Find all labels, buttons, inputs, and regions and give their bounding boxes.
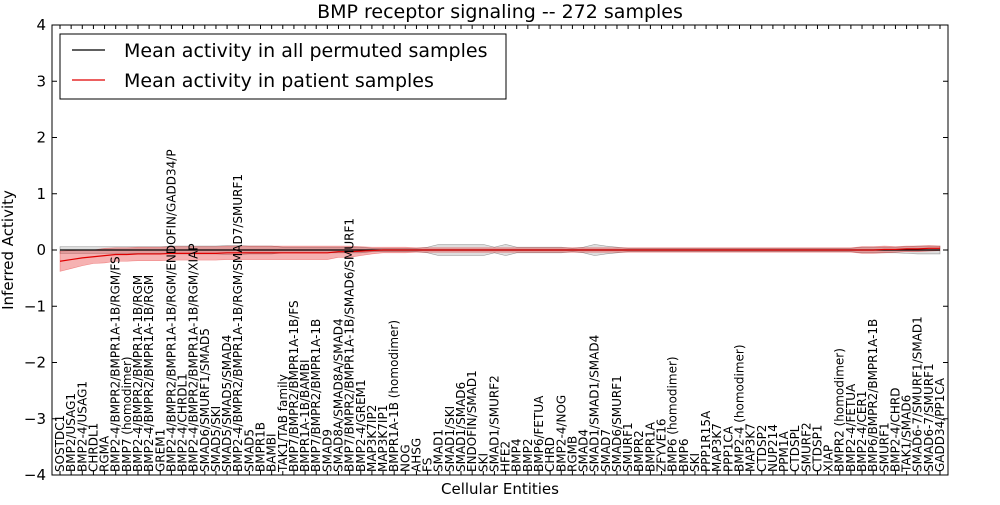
x-tick-label: PPM1A — [777, 431, 791, 472]
x-tick-label: BMP2-4/BMPR2/BMPR1A-1B/RGM/FS — [109, 256, 123, 472]
x-tick-label: BMP2-4/CHRD — [888, 388, 902, 472]
x-tick-label: BAMBI — [265, 433, 279, 472]
y-tick-label: 0 — [36, 241, 46, 259]
x-tick-label: MAP3K7 — [744, 423, 758, 472]
y-tick-label: −3 — [24, 410, 46, 428]
x-tick-label: NOG — [398, 444, 412, 472]
x-tick-label: BMP6 — [677, 439, 691, 472]
x-tick-label: BMP2-4/BMPR2/BMPR1A-1B/RGM — [142, 275, 156, 472]
x-tick-label: BMP2-4/BMPR2/BMPR1A-1B/RGM/XIAP — [187, 243, 201, 472]
x-tick-label: BMP4 — [510, 439, 524, 472]
x-tick-label: SMAD1 — [432, 429, 446, 472]
x-tick-label: BMPR1A-1B/BAMBI — [298, 359, 312, 472]
x-tick-label: XIAP — [822, 445, 836, 472]
x-tick-label: BMP6/FETUA — [532, 395, 546, 472]
x-tick-label: BMP2-4/NOG — [554, 395, 568, 472]
x-tick-label: SMURF1 — [621, 422, 635, 472]
x-tick-label: CTDSP2 — [755, 425, 769, 472]
x-tick-label: HFE2 — [499, 441, 513, 472]
x-tick-label: NUP214 — [766, 424, 780, 472]
x-tick-label: PPP1R15A — [699, 410, 713, 472]
x-tick-label: MAP3K7 — [710, 423, 724, 472]
x-tick-label: CTDSPL — [788, 425, 802, 472]
x-tick-label: SMAD1/SKI — [443, 406, 457, 472]
x-tick-label: SMAD9 — [320, 429, 334, 472]
x-tick-label: SKI — [688, 453, 702, 472]
x-tick-label: GREM1 — [153, 429, 167, 472]
x-tick-label: BMP2-4 (homodimer) — [732, 344, 746, 472]
x-tick-label: BMPR1A-1B (homodimer) — [387, 320, 401, 472]
chart-title: BMP receptor signaling -- 272 samples — [317, 1, 683, 23]
y-axis-label: Inferred Activity — [0, 190, 17, 310]
x-tick-label: SMAD1/SMAD6 — [454, 382, 468, 472]
y-tick-label: 3 — [36, 72, 46, 90]
x-tick-label: BMP2-4/BMPR2/BMPR1A-1B/RGM/ENDOFIN/GADD3… — [164, 149, 178, 472]
x-tick-label: RGMA — [98, 435, 112, 472]
series-line-patient — [59, 247, 940, 262]
y-tick-label: −4 — [24, 466, 46, 484]
x-tick-label: CTDSP1 — [810, 425, 824, 472]
x-tick-label: ZFYVE16 — [655, 418, 669, 472]
x-tick-label: SMAD1/SMAD1/SMAD4 — [588, 335, 602, 472]
x-tick-label: BMP7/BMPR2/BMPR1A-1B/SMAD6/SMURF1 — [343, 218, 357, 472]
x-tick-label: SKI — [476, 453, 490, 472]
x-tick-label: TAK1/TAB family — [276, 374, 290, 473]
x-tick-label: SMAD5/SMAD5/SMAD4 — [220, 335, 234, 472]
x-tick-label: SMAD6/SMURF1/SMAD5 — [198, 328, 212, 472]
x-tick-label: BMP2-4/GREM1 — [354, 379, 368, 472]
y-tick-label: 4 — [36, 16, 46, 34]
x-tick-label: BMPR1B — [254, 422, 268, 472]
x-tick-label: FS — [421, 458, 435, 472]
legend: Mean activity in all permuted samples Me… — [59, 33, 507, 100]
x-tick-label: SMAD5/SKI — [209, 406, 223, 472]
x-tick-label: BMP2-4/USAG1 — [75, 381, 89, 472]
x-tick-label: BMP6/BMPR2/BMPR1A-1B — [866, 319, 880, 472]
x-tick-label: BMP2-4/BMPR2/BMPR1A-1B/RGM — [131, 275, 145, 472]
x-tick-label: SMAD5 — [242, 429, 256, 472]
legend-label-permuted: Mean activity in all permuted samples — [124, 40, 487, 62]
y-tick-label: −1 — [24, 297, 46, 315]
x-tick-label: SMAD7 — [599, 429, 613, 472]
x-tick-label: SMAD1/SMURF2 — [487, 375, 501, 472]
x-tick-label: MAP3K7IP1 — [376, 405, 390, 472]
x-tick-label: BMP7/BMPR2/BMPR1A-1B — [309, 319, 323, 472]
x-tick-label: BMP2 — [521, 439, 535, 472]
x-tick-label: SMAD6-7/SMURF1 — [922, 363, 936, 472]
x-tick-label: PPP1CA — [721, 425, 735, 472]
x-tick-label: RGMB — [565, 436, 579, 472]
x-tick-label: CHRD — [543, 437, 557, 472]
x-tick-label: BMP2-4/CHRDL1 — [176, 373, 190, 472]
x-tick-label: BMPR2 — [632, 430, 646, 472]
legend-box — [59, 33, 507, 100]
x-tick-label: SMURF1 — [877, 422, 891, 472]
y-tick-label: 2 — [36, 129, 46, 147]
y-tick-label: 1 — [36, 185, 46, 203]
x-tick-label: BMPR2 (homodimer) — [833, 348, 847, 472]
x-tick-label: AHSG — [409, 438, 423, 472]
legend-label-patient: Mean activity in patient samples — [124, 70, 434, 92]
x-tick-label: BMP7 (homodimer) — [120, 356, 134, 472]
x-tick-label: BMP2-4/FETUA — [844, 383, 858, 472]
x-tick-label: BMP7/BMPR2/BMPR1A-1B/FS — [287, 300, 301, 472]
x-tick-label: BMPR1A — [643, 421, 657, 472]
x-tick-label: SMURF2 — [799, 422, 813, 472]
x-tick-label: SMAD8A/SMAD8A/SMAD4 — [331, 318, 345, 472]
x-tick-label: SMAD6/SMURF1 — [610, 375, 624, 472]
y-tick-label: −2 — [24, 354, 46, 372]
x-tick-label: GADD34/PP1CA — [933, 377, 947, 472]
x-tick-label: BMP2-4/BMPR2/BMPR1A-1B/RGM/SMAD7/SMURF1 — [231, 174, 245, 472]
x-tick-label: BMP2/USAG1 — [64, 393, 78, 472]
x-tick-label: ENDOFIN/SMAD1 — [465, 370, 479, 472]
x-tick-label: CHRDL1 — [86, 423, 100, 472]
x-tick-label: MAP3K7IP2 — [365, 405, 379, 472]
x-tick-label: SMAD6-7/SMURF1/SMAD1 — [911, 316, 925, 472]
x-tick-label: TAK1/SMAD6 — [900, 395, 914, 473]
x-tick-label: SMAD4 — [577, 429, 591, 472]
x-tick-label: SOSTDC1 — [53, 415, 67, 472]
x-tick-label: BMP2-4/CER1 — [855, 391, 869, 472]
x-axis-label: Cellular Entities — [441, 480, 559, 498]
x-tick-label: BMP6 (homodimer) — [666, 356, 680, 472]
